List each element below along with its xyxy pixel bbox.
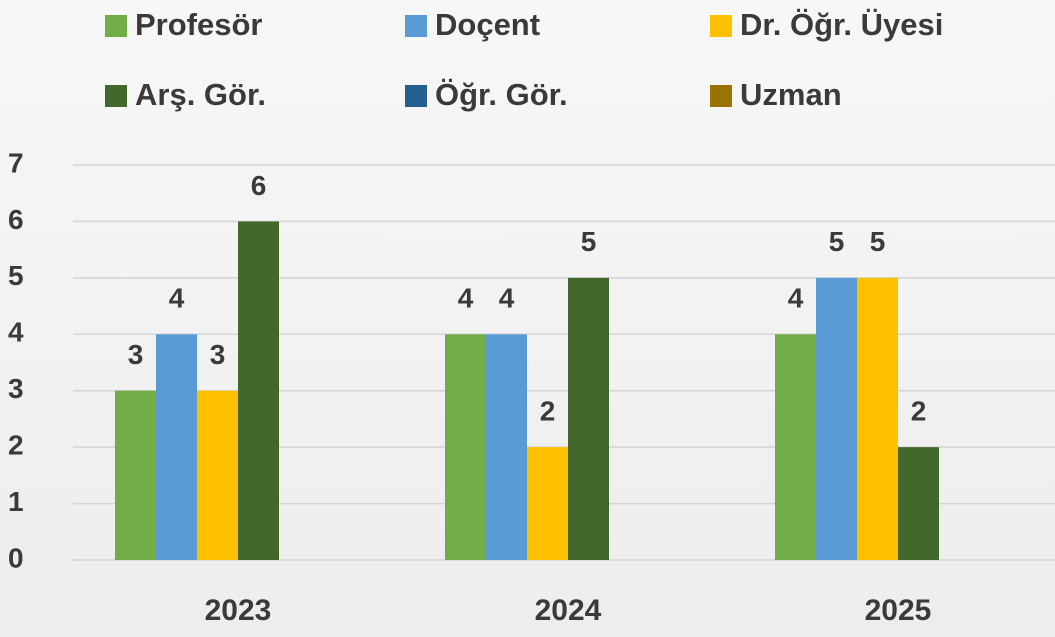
bar [156, 334, 197, 560]
legend-label: Uzman [740, 77, 842, 112]
bar [775, 334, 816, 560]
bar [816, 277, 857, 560]
y-tick-label: 3 [8, 373, 24, 404]
x-tick-label: 2025 [865, 594, 932, 627]
data-label: 3 [210, 339, 226, 370]
legend-swatch [105, 85, 127, 107]
data-label: 4 [458, 283, 474, 314]
bar [486, 334, 527, 560]
bar [445, 334, 486, 560]
data-label: 6 [251, 170, 267, 201]
bar [527, 447, 568, 560]
bar [857, 277, 898, 560]
x-tick-label: 2023 [205, 594, 272, 627]
bar [197, 390, 238, 560]
y-tick-label: 7 [8, 147, 24, 178]
data-label: 4 [169, 283, 185, 314]
y-tick-label: 6 [8, 204, 24, 235]
data-label: 2 [540, 396, 556, 427]
legend-swatch [405, 85, 427, 107]
y-tick-label: 0 [8, 542, 24, 573]
legend-swatch [105, 15, 127, 37]
y-tick-label: 2 [8, 430, 24, 461]
data-label: 5 [581, 226, 597, 257]
legend-label: Öğr. Gör. [435, 77, 568, 112]
y-tick-label: 1 [8, 486, 24, 517]
data-label: 4 [788, 283, 804, 314]
data-label: 2 [911, 396, 927, 427]
y-tick-label: 4 [8, 317, 24, 348]
legend-label: Doçent [435, 7, 540, 42]
legend-label: Profesör [135, 7, 262, 42]
legend-label: Arş. Gör. [135, 77, 266, 112]
bar [898, 447, 939, 560]
y-tick-label: 5 [8, 260, 24, 291]
data-label: 5 [870, 226, 886, 257]
bar [238, 221, 279, 560]
bar [568, 277, 609, 560]
bar [115, 390, 156, 560]
data-label: 4 [499, 283, 515, 314]
data-label: 3 [128, 339, 144, 370]
x-tick-label: 2024 [535, 594, 602, 627]
data-label: 5 [829, 226, 845, 257]
legend-swatch [405, 15, 427, 37]
legend-label: Dr. Öğr. Üyesi [740, 7, 943, 42]
legend-swatch [710, 15, 732, 37]
legend-swatch [710, 85, 732, 107]
